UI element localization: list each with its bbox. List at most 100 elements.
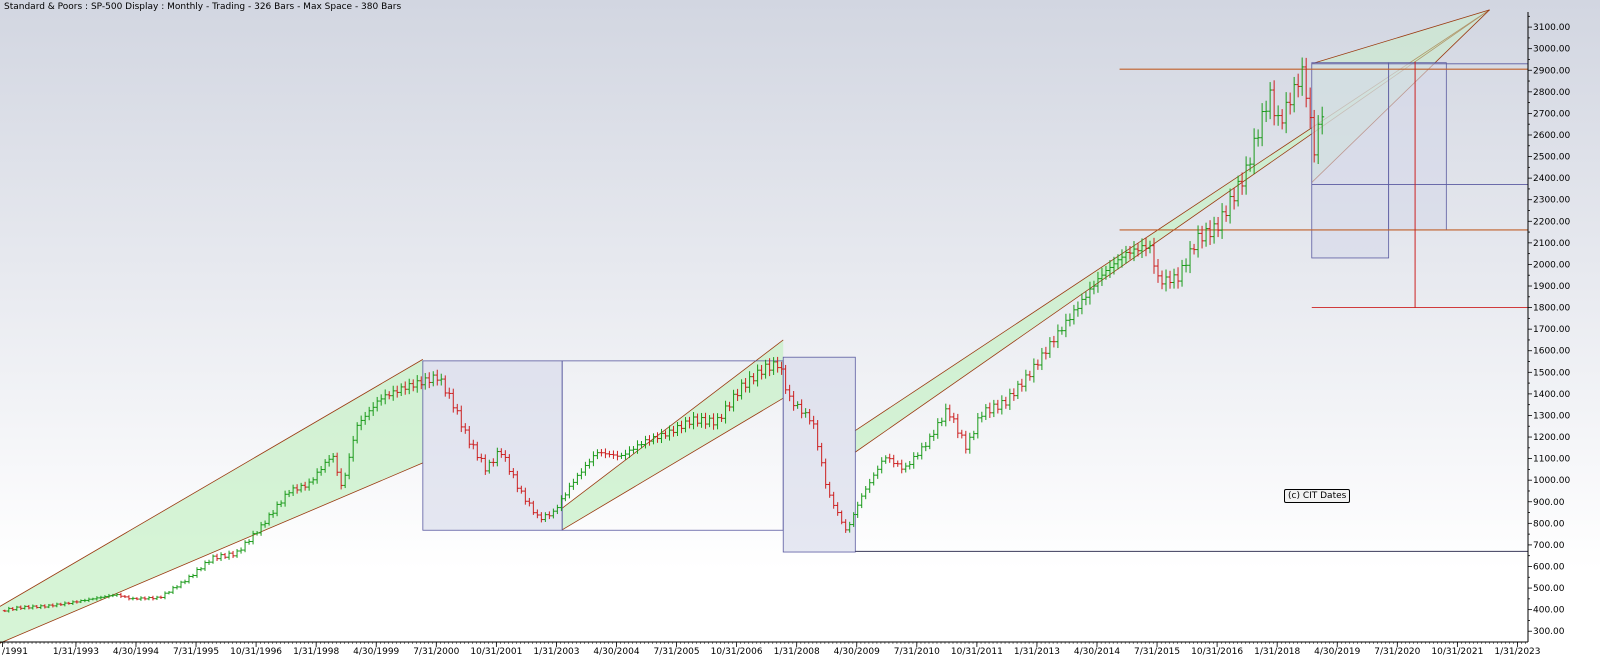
price-bar: [783, 364, 788, 394]
price-bar: [1300, 57, 1305, 96]
channel-fill: [562, 339, 784, 530]
price-bar: [539, 512, 544, 523]
price-bar: [186, 574, 191, 584]
price-bar: [247, 539, 252, 545]
price-bar: [795, 401, 800, 409]
price-tick-label: 2900.00: [1533, 66, 1570, 76]
price-bar: [1063, 313, 1068, 338]
price-bar: [691, 412, 696, 430]
price-bar: [383, 389, 388, 405]
price-bar: [46, 603, 51, 609]
price-bar: [1168, 270, 1173, 289]
price-bar: [162, 591, 167, 600]
price-bar: [699, 412, 704, 428]
price-bar: [1164, 269, 1169, 292]
price-bar: [1280, 109, 1285, 130]
price-bar: [1031, 358, 1036, 383]
price-tick-label: 1500.00: [1533, 368, 1570, 378]
price-bar: [1220, 203, 1225, 239]
date-tick-label: 1/31/2008: [774, 647, 820, 657]
price-bar: [787, 384, 792, 402]
price-bar: [391, 385, 396, 401]
price-bar: [58, 602, 63, 606]
price-bar: [979, 411, 984, 423]
price-tick-label: 600.00: [1533, 562, 1565, 572]
price-bar: [1216, 216, 1221, 238]
price-bar: [331, 453, 336, 463]
price-bar: [287, 489, 292, 498]
price-bar: [467, 425, 472, 449]
price-tick-label: 1400.00: [1533, 390, 1570, 400]
price-bar: [779, 361, 784, 375]
price-bar: [1131, 241, 1136, 262]
price-bar: [755, 364, 760, 387]
price-bar: [379, 394, 384, 406]
price-bar: [1135, 243, 1140, 257]
price-bar: [199, 567, 204, 572]
price-bar: [459, 405, 464, 433]
price-bar: [343, 472, 348, 489]
price-bar: [923, 442, 928, 452]
price-bar: [651, 433, 656, 445]
price-bar: [1272, 80, 1277, 126]
price-bar: [1144, 237, 1148, 257]
price-bar: [54, 602, 59, 608]
price-bar: [22, 605, 27, 610]
price-bar: [419, 376, 424, 390]
price-bar: [375, 396, 380, 412]
price-bar: [170, 585, 175, 595]
price-bar: [415, 375, 420, 393]
price-bar: [995, 399, 1000, 414]
price-bar: [507, 454, 512, 475]
price-bar: [1039, 347, 1044, 371]
price-bar: [463, 423, 468, 434]
price-bar: [235, 549, 240, 558]
price-bar: [243, 540, 248, 553]
price-bar: [915, 452, 920, 460]
price-bar: [431, 371, 436, 387]
price-bar: [1200, 225, 1205, 249]
price-bar: [723, 400, 728, 424]
price-bar: [847, 521, 852, 533]
price-bar: [150, 595, 155, 601]
price-bar: [935, 418, 940, 439]
price-tick-label: 1800.00: [1533, 304, 1570, 314]
channel-lower-line: [0, 462, 423, 644]
price-bar: [827, 481, 832, 498]
price-bar: [1208, 220, 1213, 245]
price-bar: [1156, 259, 1161, 283]
price-bar: [819, 442, 824, 467]
price-bar: [2, 609, 7, 613]
price-bar: [1111, 256, 1116, 275]
price-bar: [527, 497, 532, 507]
price-bar: [1176, 267, 1181, 289]
price-tick-label: 3100.00: [1533, 23, 1570, 33]
channel-lower-line: [561, 397, 784, 531]
price-bar: [1192, 243, 1197, 255]
price-bar: [50, 603, 55, 608]
date-tick-label: 1/31/1993: [53, 647, 99, 657]
price-tick-label: 1300.00: [1533, 411, 1570, 421]
price-bar: [191, 573, 196, 579]
price-bar: [219, 552, 224, 562]
price-bar: [134, 597, 139, 601]
price-bar: [443, 375, 448, 397]
price-bar: [1204, 222, 1209, 247]
price-bar: [583, 461, 588, 476]
date-tick-label: 4/30/2014: [1074, 647, 1120, 657]
price-bar: [491, 458, 496, 467]
price-bar: [575, 472, 580, 485]
price-bar: [182, 579, 187, 585]
price-tick-label: 2700.00: [1533, 109, 1570, 119]
price-bar: [567, 482, 572, 499]
price-tick-label: 500.00: [1533, 584, 1565, 594]
price-bar: [499, 448, 504, 458]
price-bar: [227, 550, 232, 560]
price-bar: [863, 486, 868, 500]
price-tick-label: 1200.00: [1533, 433, 1570, 443]
price-bar: [1107, 260, 1112, 278]
price-bar: [515, 470, 520, 493]
price-bar: [911, 452, 916, 469]
price-bar: [951, 412, 956, 423]
